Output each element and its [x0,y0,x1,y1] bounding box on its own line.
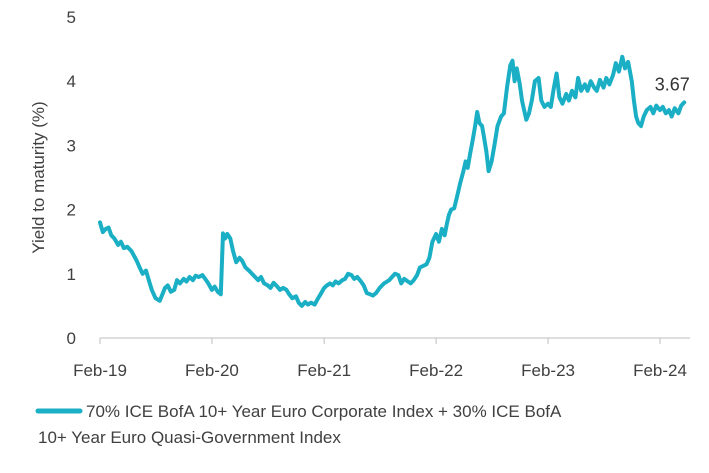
y-tick-label: 2 [67,201,76,220]
x-axis: Feb-19 Feb-20 Feb-21 Feb-22 Feb-23 Feb-24 [73,337,690,380]
legend: 70% ICE BofA 10+ Year Euro Corporate Ind… [35,402,562,447]
y-tick-label: 0 [67,329,76,348]
end-value-label: 3.67 [655,74,690,94]
x-tick-label: Feb-24 [633,361,687,380]
y-tick-label: 1 [67,265,76,284]
x-tick-label: Feb-21 [297,361,351,380]
series-line [98,54,687,308]
y-axis: 0 1 2 3 4 5 [67,8,76,348]
y-tick-label: 4 [67,72,76,91]
x-tick-label: Feb-20 [185,361,239,380]
x-tick-label: Feb-19 [73,361,127,380]
y-tick-label: 5 [67,8,76,27]
series-layer [98,54,687,308]
x-tick-label: Feb-23 [521,361,575,380]
y-tick-label: 3 [67,136,76,155]
x-tick-label: Feb-22 [409,361,463,380]
y-axis-label: Yield to maturity (%) [29,101,48,253]
legend-entry: 70% ICE BofA 10+ Year Euro Corporate Ind… [38,402,562,447]
